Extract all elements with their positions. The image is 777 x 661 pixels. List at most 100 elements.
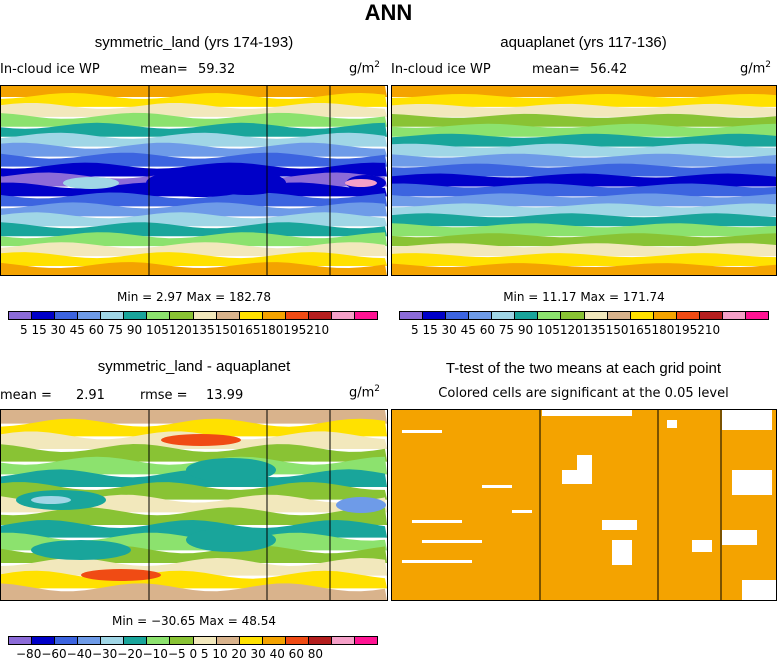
non-significant-region xyxy=(412,520,462,523)
non-significant-region xyxy=(512,510,532,513)
panel-tr-variable: In-cloud ice WP xyxy=(391,62,491,77)
panel-tr-minmax: Min = 11.17 Max = 171.74 xyxy=(503,290,665,304)
contour-band xyxy=(392,94,776,107)
panel-br-subtitle: Colored cells are significant at the 0.0… xyxy=(438,386,729,401)
colorbar-tl-swatch xyxy=(55,312,79,319)
contour-band xyxy=(1,469,387,487)
contour-band xyxy=(186,458,276,482)
contour-band xyxy=(392,143,776,157)
contour-band xyxy=(392,153,776,167)
contour-band xyxy=(1,132,387,147)
contour-band xyxy=(392,203,776,217)
contour-band xyxy=(1,252,387,267)
colorbar-tl-swatch xyxy=(239,312,263,319)
non-significant-region xyxy=(402,560,472,563)
colorbar-bl-swatch xyxy=(101,637,125,644)
colorbar-tr-swatch xyxy=(630,312,654,319)
contour-band xyxy=(31,496,71,504)
contour-band xyxy=(336,497,386,513)
contour-band xyxy=(1,103,387,117)
colorbar-tr-labels: 5 15 30 45 60 75 90 10512013515016518019… xyxy=(411,323,721,337)
colorbar-tr-swatch xyxy=(699,312,723,319)
panel-tl-title: symmetric_land (yrs 174-193) xyxy=(94,34,294,51)
contour-band xyxy=(1,122,387,137)
plot-br-svg xyxy=(392,410,776,600)
panel-tr-mean-label: mean= xyxy=(532,62,580,77)
colorbar-tl-swatch xyxy=(216,312,240,319)
units-text: g/m xyxy=(349,385,375,401)
colorbar-bl-swatch xyxy=(170,637,194,644)
contour-band xyxy=(1,93,387,107)
contour-band xyxy=(1,242,387,257)
colorbar-bl-swatch xyxy=(239,637,263,644)
colorbar-bl-swatch xyxy=(193,637,217,644)
panel-tr-title: aquaplanet (yrs 117-136) xyxy=(500,34,667,51)
units-text: g/m xyxy=(740,61,766,77)
colorbar-bl-swatch xyxy=(9,637,33,644)
contour-band xyxy=(345,179,377,187)
colorbar-bl-swatch xyxy=(262,637,286,644)
non-significant-region xyxy=(692,540,712,552)
contour-band xyxy=(392,163,776,177)
non-significant-region xyxy=(722,530,757,545)
plot-tl-svg xyxy=(1,86,387,275)
panel-tl-variable: In-cloud ice WP xyxy=(0,62,100,77)
panel-bl-mean-label: mean = xyxy=(0,388,52,403)
colorbar-tr-swatch xyxy=(676,312,700,319)
colorbar-tr-swatch xyxy=(423,312,447,319)
colorbar-tl-swatch xyxy=(354,312,377,319)
colorbar-tl-swatch xyxy=(262,312,286,319)
colorbar-bl-swatch xyxy=(147,637,171,644)
colorbar-bl xyxy=(8,636,378,645)
plot-aquaplanet xyxy=(391,85,777,276)
panel-bl-title: symmetric_land - aquaplanet xyxy=(97,358,291,375)
units-sup: 2 xyxy=(765,60,772,70)
contour-band xyxy=(392,213,776,227)
colorbar-tr-swatch xyxy=(400,312,424,319)
colorbar-bl-swatch xyxy=(285,637,309,644)
contour-band xyxy=(1,410,387,424)
colorbar-tl-swatch xyxy=(193,312,217,319)
panel-tl-mean-value: 59.32 xyxy=(198,62,236,77)
contour-band xyxy=(1,583,387,600)
units-sup: 2 xyxy=(374,384,381,394)
colorbar-tr-swatch xyxy=(515,312,539,319)
non-significant-region xyxy=(742,580,776,600)
non-significant-region xyxy=(482,485,512,488)
contour-band xyxy=(1,212,387,227)
contour-band xyxy=(1,142,387,157)
colorbar-tr-swatch xyxy=(492,312,516,319)
panel-bl-minmax: Min = −30.65 Max = 48.54 xyxy=(111,614,277,628)
panel-tl-units: g/m2 xyxy=(349,60,380,76)
colorbar-bl-labels: −80−60−40−30−20−10−5 0 5 10 20 30 40 60 … xyxy=(16,647,324,661)
contour-band xyxy=(392,253,776,267)
non-significant-region xyxy=(542,410,632,416)
contour-band xyxy=(81,569,161,581)
panel-br-title: T-test of the two means at each grid poi… xyxy=(445,360,722,377)
non-significant-region xyxy=(667,420,677,428)
colorbar-bl-swatch xyxy=(331,637,355,644)
colorbar-tr-swatch xyxy=(607,312,631,319)
colorbar-tr-swatch xyxy=(745,312,768,319)
figure-title: ANN xyxy=(364,0,413,25)
panel-bl-rmse-label: rmse = xyxy=(140,388,188,403)
colorbar-tl-swatch xyxy=(170,312,194,319)
non-significant-region xyxy=(732,470,772,495)
panel-tl-minmax: Min = 2.97 Max = 182.78 xyxy=(117,290,271,304)
contour-band xyxy=(1,202,387,217)
colorbar-tr xyxy=(399,311,769,320)
contour-band xyxy=(31,540,131,560)
non-significant-region xyxy=(722,410,772,430)
contour-band xyxy=(392,263,776,275)
contour-band xyxy=(186,528,276,552)
colorbar-bl-swatch xyxy=(354,637,377,644)
contour-band xyxy=(392,113,776,127)
colorbar-bl-swatch xyxy=(55,637,79,644)
non-significant-region xyxy=(602,520,637,530)
contour-band xyxy=(392,173,776,187)
non-significant-region xyxy=(402,430,442,433)
colorbar-tl-swatch xyxy=(101,312,125,319)
contour-band xyxy=(392,86,776,97)
colorbar-tl-labels: 5 15 30 45 60 75 90 10512013515016518019… xyxy=(20,323,330,337)
colorbar-tl-swatch xyxy=(32,312,56,319)
